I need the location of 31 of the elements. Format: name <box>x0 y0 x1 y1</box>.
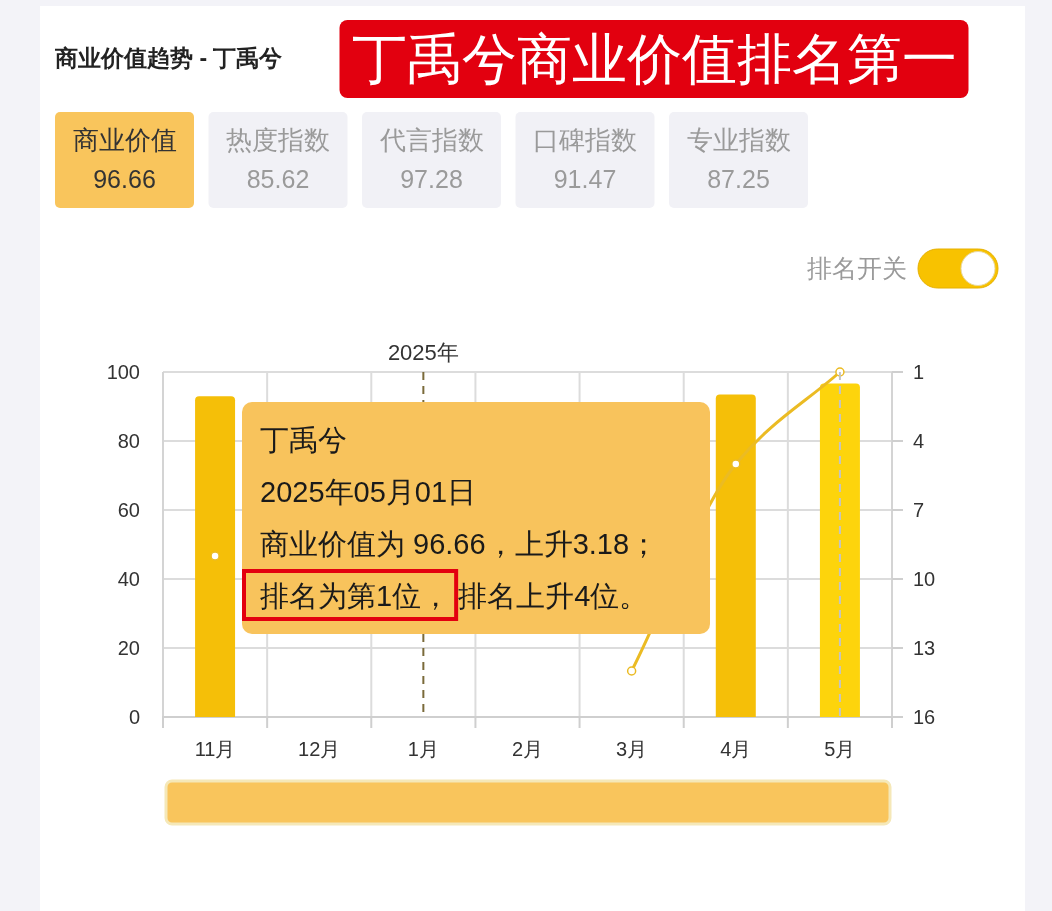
x-tick-label: 3月 <box>616 738 648 760</box>
y-tick-label: 40 <box>117 568 140 590</box>
annotation: 排名为第1位， <box>260 580 451 612</box>
annotation: 排名上升4位。 <box>458 580 649 612</box>
x-tick-label: 2月 <box>511 738 544 760</box>
header: 商业价值趋势 - 丁禹兮 丁禹兮商业价值排名第一 商业价值 96.66 热度指数 85.62 代言指数 97.28 口碑指数 91.47 专业指数 87.25 排名开关 <box>55 20 999 289</box>
chart-title: 商业价值趋势 - 丁禹兮 <box>54 45 283 71</box>
y-tick-label: 0 <box>128 706 140 728</box>
y-tick-label: 60 <box>117 499 140 521</box>
point <box>210 551 220 561</box>
x-tick-label: 5月 <box>824 738 856 760</box>
y2-tick-label: 7 <box>913 499 925 521</box>
banner: 丁禹兮商业价值排名第一 <box>339 20 969 98</box>
y-tick-label: 80 <box>117 430 140 452</box>
toggle-label: 排名开关 <box>807 254 907 282</box>
y-tick-label: 20 <box>117 637 140 659</box>
x-tick-label: 1月 <box>407 738 439 760</box>
x-tick-label: 4月 <box>720 738 752 760</box>
y2-tick-label: 13 <box>913 637 936 659</box>
y-tick-label: 100 <box>106 361 140 383</box>
annotation: 商业价值为 96.66，上升3.18； <box>260 528 659 560</box>
y2-tick-label: 10 <box>913 568 936 590</box>
annotation: 2025年05月01日 <box>260 476 477 508</box>
y2-tick-label: 4 <box>913 430 925 452</box>
x-tick-label: 11月 <box>194 738 236 760</box>
annotation: 丁禹兮 <box>260 424 347 456</box>
point <box>626 666 637 676</box>
x-tick-label: 12月 <box>298 738 341 760</box>
y2-tick-label: 16 <box>913 706 936 728</box>
y2-tick-label: 1 <box>913 361 925 383</box>
point <box>731 459 741 469</box>
